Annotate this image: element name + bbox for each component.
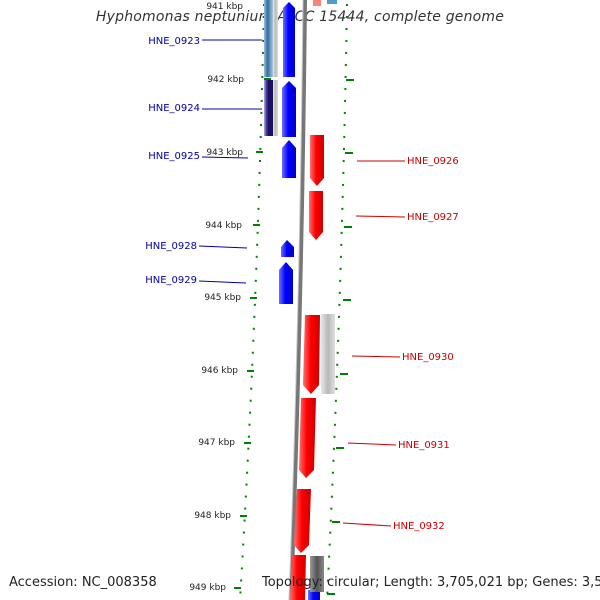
accession-label: Accession: NC_008358 (9, 575, 157, 590)
gene-label-hne-0926[interactable]: HNE_0926 (407, 156, 459, 167)
tick-label-944: 944 kbp (205, 221, 242, 231)
gene-arrow-hne-0928[interactable] (281, 240, 294, 257)
reverse-gene-labels: HNE_0926 HNE_0927 HNE_0930 HNE_0931 HNE_… (393, 156, 459, 532)
kbp-tick-labels: 941 kbp 942 kbp 943 kbp 944 kbp 945 kbp … (189, 2, 244, 593)
tick-label-947: 947 kbp (198, 438, 235, 448)
genome-summary-label: Topology: circular; Length: 3,705,021 bp… (262, 575, 600, 590)
gene-arrow-hne-0923[interactable] (283, 2, 295, 77)
feature-block-grey-outer (321, 314, 335, 394)
feature-block-darkgrey-outer (310, 556, 324, 592)
gene-label-hne-0925[interactable]: HNE_0925 (148, 151, 200, 162)
feature-block-steel (264, 0, 273, 77)
gene-label-hne-0923[interactable]: HNE_0923 (148, 36, 200, 47)
feature-blocks-inner (264, 0, 278, 136)
gene-arrow-hne-0925[interactable] (282, 140, 296, 178)
forward-gene-labels: HNE_0923 HNE_0924 HNE_0925 HNE_0928 HNE_… (145, 36, 200, 286)
inner-dotted-ring (239, 3, 265, 600)
gene-block-lower-blue (308, 590, 320, 600)
forward-genes (279, 2, 320, 600)
gene-label-hne-0929[interactable]: HNE_0929 (145, 275, 197, 286)
gene-label-hne-0930[interactable]: HNE_0930 (402, 352, 454, 363)
tick-label-943: 943 kbp (206, 148, 243, 158)
gene-label-hne-0928[interactable]: HNE_0928 (145, 241, 197, 252)
reverse-genes (290, 0, 337, 600)
gene-arrow-hne-0927[interactable] (309, 191, 323, 240)
map-title: Hyphomonas neptunium ATCC 15444, complet… (95, 9, 505, 25)
outer-tick-marks (327, 79, 354, 595)
gene-arrow-hne-0931[interactable] (299, 398, 316, 478)
feature-block-red-top (313, 0, 321, 6)
tick-label-948: 948 kbp (194, 511, 231, 521)
feature-block-navy (268, 80, 273, 136)
gene-label-hne-0932[interactable]: HNE_0932 (393, 521, 445, 532)
gene-arrow-hne-0926[interactable] (310, 135, 324, 186)
inner-tick-marks (234, 78, 271, 589)
feature-block-steel-top (327, 0, 337, 4)
outer-dotted-ring (326, 3, 348, 600)
feature-block-purple (264, 80, 271, 136)
gene-label-hne-0931[interactable]: HNE_0931 (398, 440, 450, 451)
genome-backbone-highlight (288, 0, 304, 600)
reverse-label-leaders (342, 160, 406, 527)
gene-arrow-hne-0924[interactable] (282, 81, 296, 137)
tick-label-942: 942 kbp (207, 75, 244, 85)
forward-label-leaders (198, 39, 262, 284)
tick-label-949: 949 kbp (189, 583, 226, 593)
feature-block-grey (273, 0, 278, 77)
feature-blocks-outer (310, 314, 335, 592)
gene-arrow-hne-0932[interactable] (294, 489, 311, 553)
gene-block-lower-red (290, 555, 306, 600)
gene-label-hne-0924[interactable]: HNE_0924 (148, 103, 200, 114)
gene-arrow-hne-0929[interactable] (279, 262, 293, 304)
gene-arrow-hne-0930[interactable] (303, 315, 320, 394)
tick-label-945: 945 kbp (204, 293, 241, 303)
feature-block-grey-2 (273, 80, 278, 136)
genome-backbone (289, 0, 307, 600)
tick-label-941: 941 kbp (206, 2, 243, 12)
gene-label-hne-0927[interactable]: HNE_0927 (407, 212, 459, 223)
tick-label-946: 946 kbp (201, 366, 238, 376)
